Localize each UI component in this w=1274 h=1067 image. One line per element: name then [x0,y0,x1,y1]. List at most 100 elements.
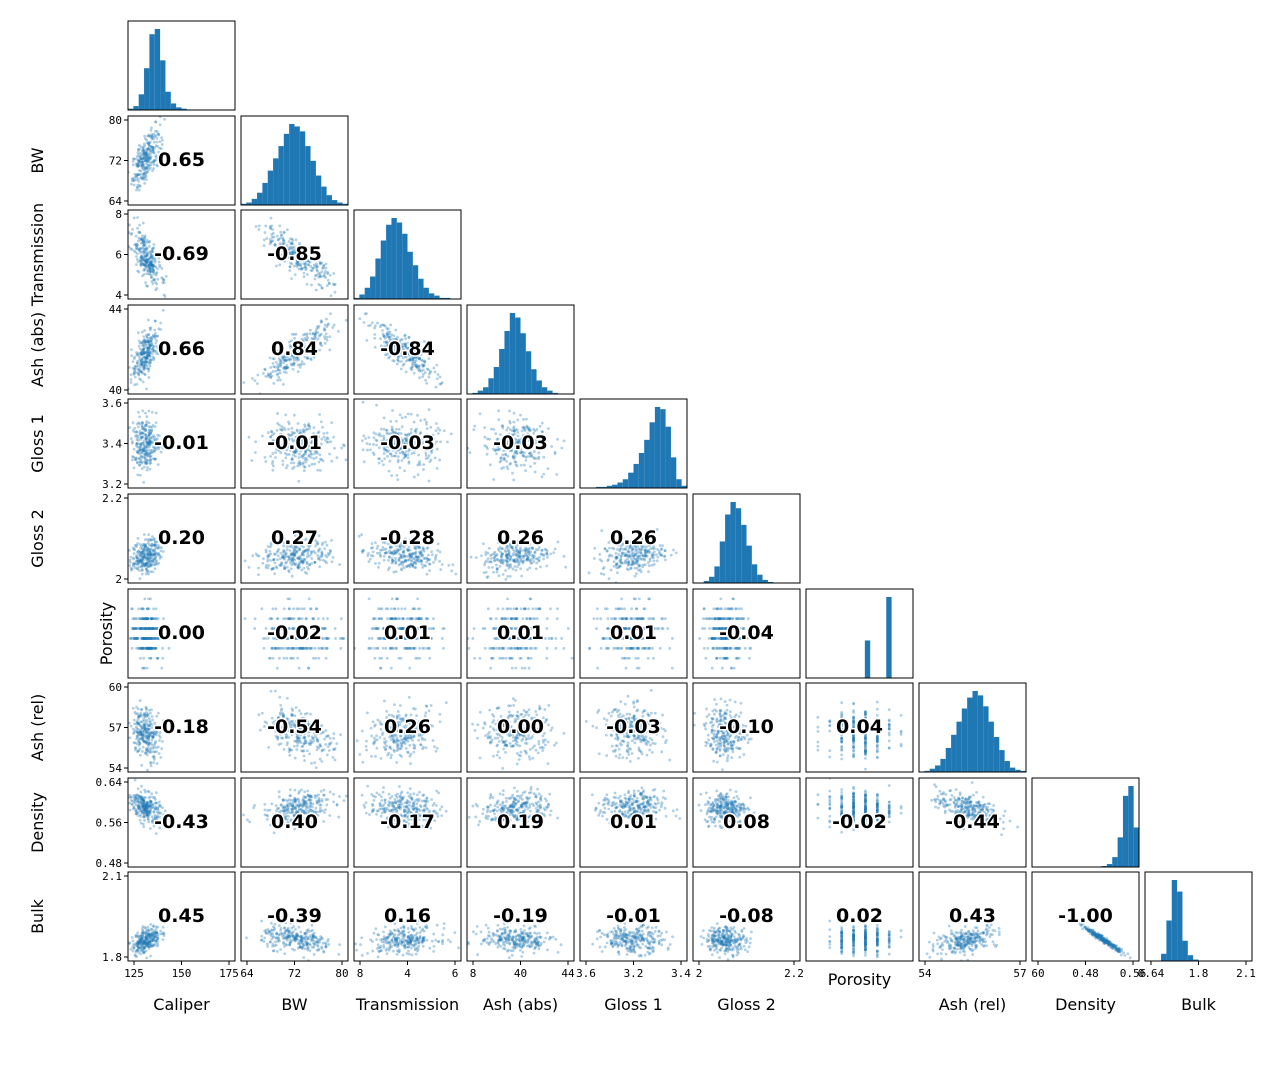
scatter-point [503,440,507,443]
scatter-point [624,540,627,544]
scatter-point [145,165,149,169]
scatter-point [140,370,144,374]
scatter-point [404,438,408,442]
scatter-point [134,157,138,161]
scatter-point [143,456,147,460]
scatter-point [301,551,305,555]
scatter-point [420,552,424,555]
scatter-point [161,446,165,450]
scatter-point [145,272,149,276]
scatter-point [152,167,155,170]
scatter-point [404,433,408,437]
scatter-point [148,627,152,630]
scatter-point [423,361,427,364]
scatter-point [307,348,310,352]
scatter-point [146,141,150,145]
scatter-point [149,637,153,640]
scatter-point [302,549,305,553]
scatter-point [419,558,423,562]
scatter-point [300,607,304,611]
scatter-point [138,415,142,419]
scatter-point [146,147,150,151]
scatter-point [323,274,326,278]
scatter-point [415,347,419,351]
scatter-point [506,617,510,621]
scatter-point [144,154,148,157]
scatter-point [319,646,323,650]
scatter-point [142,444,146,448]
scatter-point [143,166,147,170]
scatter-point [416,558,420,562]
scatter-point [382,463,385,467]
scatter-point [140,554,144,558]
scatter-point [274,250,278,254]
scatter-point [420,627,424,630]
scatter-point [620,554,623,558]
scatter-point [140,255,144,258]
scatter-point [410,617,414,621]
scatter-point [149,425,152,429]
scatter-point [633,566,637,570]
scatter-point [299,646,303,650]
scatter-point [328,273,332,277]
scatter-point [639,551,643,555]
scatter-point [284,413,288,417]
panel-gloss-2-vs-bw: 0.27 [240,493,349,584]
scatter-point [297,557,301,561]
scatter-point [302,557,306,561]
scatter-point [398,545,402,549]
scatter-point [276,350,280,354]
scatter-point [324,276,328,279]
scatter-point [138,249,142,253]
scatter-point [400,544,404,548]
scatter-point [407,460,411,464]
scatter-point [509,461,513,465]
scatter-point [617,553,621,556]
scatter-point [380,548,384,552]
scatter-point [617,565,621,569]
scatter-point [139,169,143,173]
scatter-point [615,556,619,560]
scatter-point [339,617,343,621]
scatter-point [282,557,286,560]
scatter-point [319,341,323,345]
scatter-point [401,543,405,547]
histogram-bar [735,508,742,583]
scatter-point [293,637,297,640]
scatter-point [307,260,311,263]
scatter-point [385,551,388,555]
scatter-point [379,427,383,431]
scatter-point [514,617,517,621]
scatter-point [376,544,380,548]
scatter-point [271,558,275,562]
scatter-point [525,617,529,621]
scatter-point [301,345,305,349]
scatter-point [554,646,558,650]
scatter-point [516,418,520,422]
scatter-point [428,562,432,566]
scatter-point [381,323,385,327]
scatter-point [146,333,150,336]
scatter-point [508,428,512,431]
scatter-point [304,617,308,621]
scatter-point [145,561,149,565]
scatter-point [138,617,141,621]
scatter-point [405,637,408,640]
scatter-point [420,617,424,621]
scatter-point [626,563,630,567]
scatter-point [140,422,144,425]
scatter-point [522,535,526,539]
scatter-point [301,454,304,458]
scatter-point [273,244,277,247]
scatter-point [401,363,405,367]
scatter-point [139,155,142,159]
scatter-point [384,428,388,432]
correlation-label: -0.03 [380,432,435,454]
scatter-point [512,442,516,446]
scatter-point [278,646,282,650]
scatter-point [144,572,148,576]
scatter-point [407,564,411,567]
scatter-point [421,375,425,379]
scatter-point [627,550,630,554]
scatter-point [304,256,308,260]
